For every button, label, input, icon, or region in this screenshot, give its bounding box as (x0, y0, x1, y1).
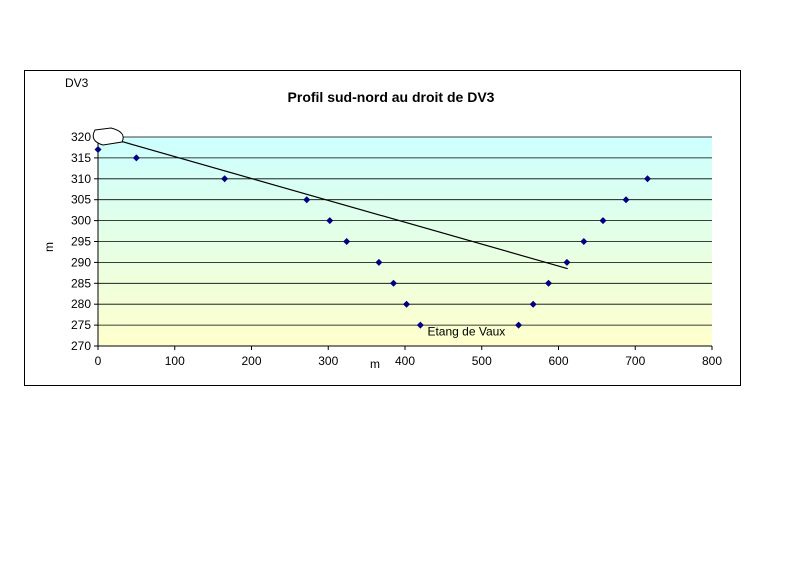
x-tick-label: 800 (702, 354, 722, 368)
x-tick-labels: 0 100 200 300 400 500 600 700 800 (95, 354, 723, 368)
data-point (644, 175, 652, 183)
data-point (529, 300, 537, 308)
y-tick-label: 285 (71, 276, 91, 290)
y-tick-label: 300 (71, 214, 91, 228)
data-point (563, 258, 571, 266)
data-point (622, 196, 630, 204)
y-tick-label: 290 (71, 255, 91, 269)
y-tick-label: 275 (71, 318, 91, 332)
viewpoint-marker (92, 127, 124, 146)
data-point (375, 258, 383, 266)
data-point (326, 217, 334, 225)
y-tick-label: 270 (71, 339, 91, 353)
x-tick-label: 200 (241, 354, 261, 368)
x-axis-label: m (370, 357, 380, 371)
axes (97, 137, 712, 347)
y-tick-labels: 270 275 280 285 290 295 300 305 310 315 320 (71, 130, 91, 353)
y-tick-label: 295 (71, 235, 91, 249)
data-point (132, 154, 140, 162)
data-point (221, 175, 229, 183)
data-point (94, 146, 102, 154)
chart-title: Profil sud-nord au droit de DV3 (288, 89, 495, 105)
x-tick-label: 300 (318, 354, 338, 368)
x-tick-label: 700 (625, 354, 645, 368)
data-points (94, 146, 652, 329)
x-tick-label: 0 (95, 354, 102, 368)
data-point (303, 196, 311, 204)
x-tick-label: 600 (548, 354, 568, 368)
data-point (515, 321, 523, 329)
sight-line-group (92, 127, 568, 270)
annotations: Etang de Vaux (427, 325, 505, 339)
x-tick-label: 400 (395, 354, 415, 368)
data-point (343, 238, 351, 245)
gridlines (94, 136, 713, 350)
chart-svg: 0 100 200 300 400 500 600 700 800 270 275 280 285 29… (42, 76, 723, 371)
data-point (599, 217, 607, 225)
y-axis-label: m (42, 242, 56, 252)
y-tick-label: 310 (71, 172, 91, 186)
data-point (545, 279, 553, 287)
y-tick-label: 305 (71, 193, 91, 207)
x-tick-label: 500 (472, 354, 492, 368)
data-point (389, 279, 397, 287)
chart-frame: 0 100 200 300 400 500 600 700 800 270 275 280 285 29… (24, 70, 741, 386)
annotation-label: Etang de Vaux (427, 325, 505, 339)
y-tick-label: 320 (71, 130, 91, 144)
data-point (416, 321, 424, 329)
y-tick-label: 280 (71, 297, 91, 311)
data-point (580, 238, 588, 245)
x-tick-label: 100 (165, 354, 185, 368)
data-point (403, 300, 411, 308)
corner-label: DV3 (65, 76, 89, 90)
y-tick-label: 315 (71, 151, 91, 165)
sight-line (113, 138, 568, 270)
